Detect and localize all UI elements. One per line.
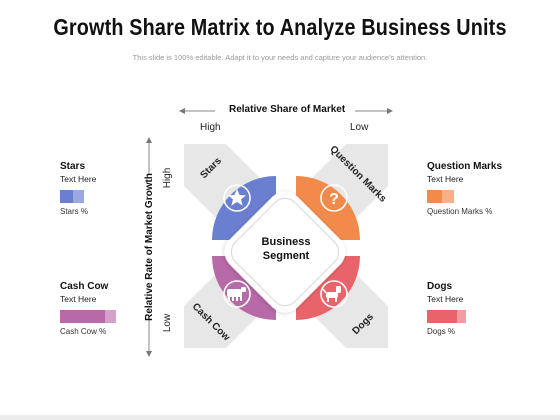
- slide-subtitle: This slide is 100% editable. Adapt it to…: [132, 53, 428, 62]
- legend-stars-bar: [60, 190, 96, 203]
- center-diamond-border: [230, 197, 340, 307]
- legend-dogs: Dogs Text Here Dogs %: [427, 281, 466, 336]
- legend-cash-cow-bar: [60, 310, 116, 323]
- legend-question-marks-pct: Question Marks %: [427, 207, 493, 216]
- center-diamond: [224, 191, 346, 313]
- x-axis-high-label: High: [200, 122, 221, 133]
- legend-dogs-title: Dogs: [427, 281, 452, 292]
- dog-icon: [320, 280, 348, 308]
- legend-dogs-text: Text Here: [427, 294, 464, 304]
- y-axis-high-label: High: [162, 168, 173, 189]
- cow-icon: [223, 280, 251, 308]
- legend-dogs-pct: Dogs %: [427, 327, 456, 336]
- question-mark-icon: ?: [320, 184, 348, 212]
- legend-cash-cow-title: Cash Cow: [60, 281, 109, 292]
- legend-stars-title: Stars: [60, 161, 86, 172]
- legend-stars-pct: Stars %: [60, 207, 89, 216]
- legend-cash-cow: Cash Cow Text Here Cash Cow %: [60, 281, 116, 336]
- legend-question-marks-text: Text Here: [427, 174, 464, 184]
- center-label-line1: Business: [262, 236, 311, 248]
- legend-stars-text: Text Here: [60, 174, 97, 184]
- legend-stars: Stars Text Here Stars %: [60, 161, 96, 216]
- legend-cash-cow-text: Text Here: [60, 294, 97, 304]
- legend-question-marks-title: Question Marks: [427, 161, 503, 172]
- center-label-line2: Segment: [263, 250, 310, 262]
- y-axis-label: Relative Rate of Market Growth: [144, 173, 155, 321]
- svg-text:?: ?: [329, 191, 339, 208]
- star-icon: [223, 184, 251, 212]
- bottom-strip: [0, 415, 560, 420]
- legend-question-marks-bar: [427, 190, 502, 203]
- legend-question-marks: Question Marks Text Here Question Marks …: [427, 161, 502, 216]
- slide-title: Growth Share Matrix to Analyze Business …: [53, 14, 507, 40]
- legend-dogs-bar: [427, 310, 466, 323]
- y-axis-low-label: Low: [162, 313, 173, 332]
- legend-cash-cow-pct: Cash Cow %: [60, 327, 107, 336]
- x-axis-label: Relative Share of Market: [229, 104, 346, 115]
- x-axis-low-label: Low: [350, 122, 369, 133]
